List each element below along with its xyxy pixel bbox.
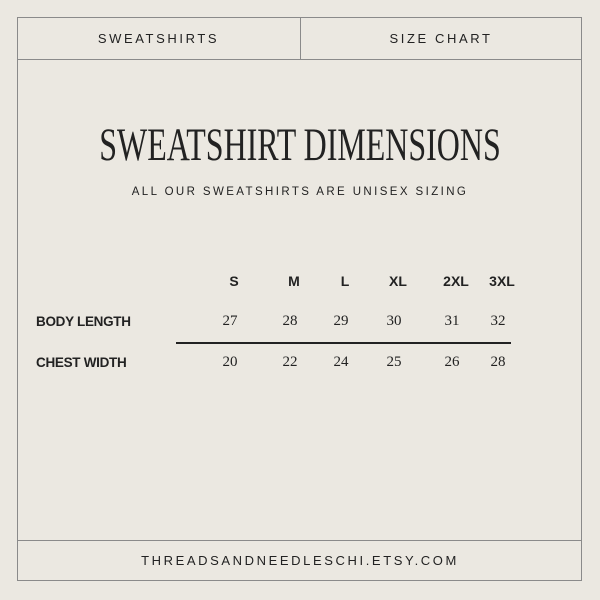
row-divider [176, 342, 511, 344]
table-cell: 22 [282, 354, 298, 370]
table-cell: 32 [490, 313, 506, 329]
table-cell: 29 [333, 313, 349, 329]
table-cell: 27 [222, 313, 238, 329]
footer-url: THREADSANDNEEDLESCHI.ETSY.COM [141, 553, 459, 568]
size-header: S [229, 273, 239, 289]
subtitle: ALL OUR SWEATSHIRTS ARE UNISEX SIZING [131, 186, 469, 198]
table-cell: 24 [333, 354, 349, 370]
table-cell: 25 [386, 354, 402, 370]
footer-divider [17, 540, 582, 541]
chart-frame [17, 17, 582, 581]
table-cell: 28 [282, 313, 298, 329]
table-cell: 26 [444, 354, 460, 370]
size-header: 3XL [489, 273, 515, 289]
header-size-chart: SIZE CHART [389, 31, 493, 46]
table-cell: 31 [444, 313, 460, 329]
size-header: M [288, 273, 300, 289]
size-header: XL [389, 273, 407, 289]
page-title: SWEATSHIRT DIMENSIONS [99, 119, 501, 171]
header-sweatshirts: SWEATSHIRTS [97, 31, 220, 46]
table-cell: 28 [490, 354, 506, 370]
header-column-divider [300, 17, 301, 60]
header-divider [17, 59, 582, 60]
table-cell: 30 [386, 313, 402, 329]
size-header: L [340, 273, 350, 289]
row-label: CHEST WIDTH [36, 355, 127, 370]
row-label: BODY LENGTH [36, 314, 131, 329]
size-header: 2XL [443, 273, 469, 289]
table-cell: 20 [222, 354, 238, 370]
